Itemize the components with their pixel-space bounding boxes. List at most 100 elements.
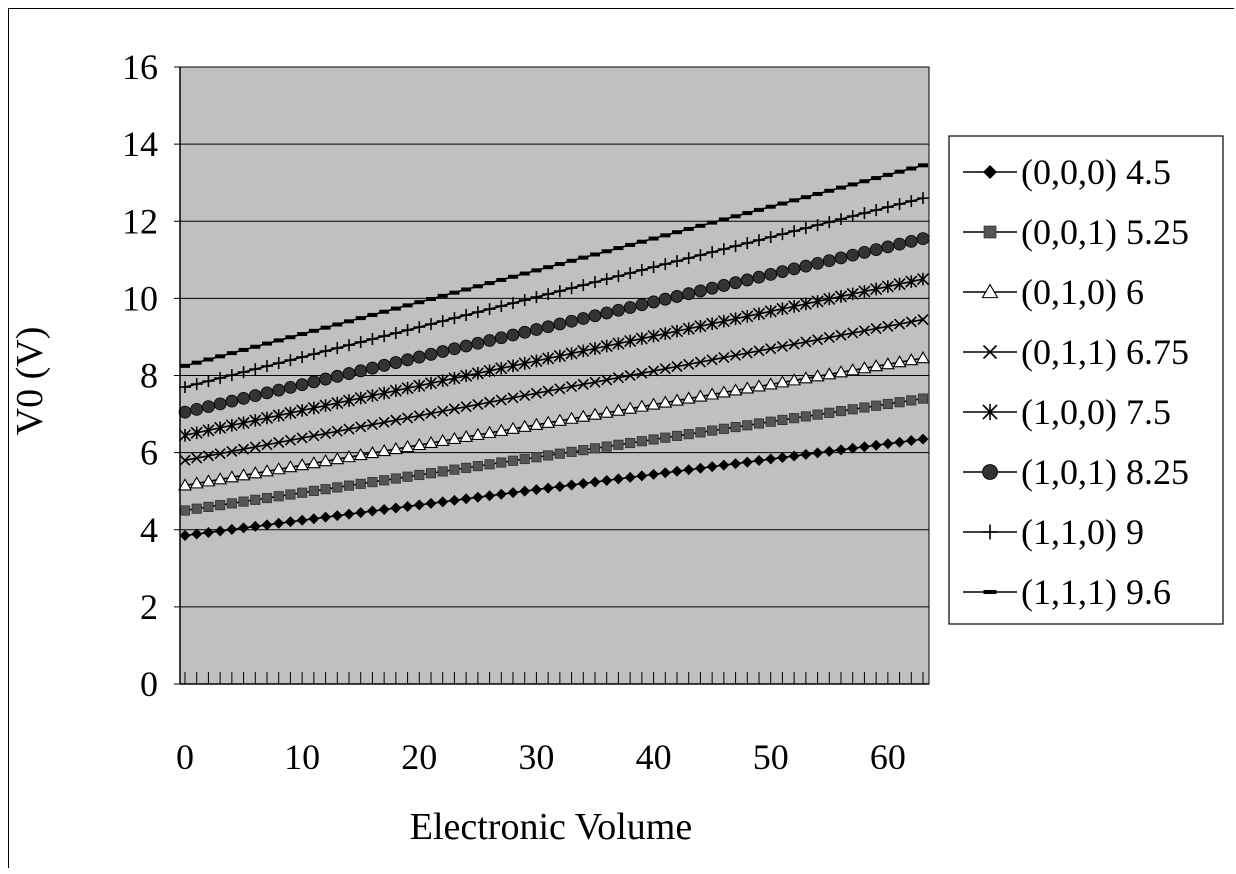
data-point xyxy=(353,447,368,461)
legend-label: (0,0,0) 4.5 xyxy=(1021,152,1171,192)
data-point xyxy=(472,398,484,411)
data-point xyxy=(272,383,286,397)
data-point xyxy=(566,446,577,457)
data-point xyxy=(249,363,262,376)
line-chart: 0 2 4 6 8 10 12 14 16 0 10 20 30 40 50 60 Electronic Vo… xyxy=(9,47,1224,848)
data-point xyxy=(331,396,344,410)
data-point xyxy=(753,418,765,429)
data-point xyxy=(706,354,718,366)
data-point xyxy=(695,427,706,438)
data-point xyxy=(190,402,204,416)
data-point xyxy=(612,270,625,283)
data-point xyxy=(717,279,731,292)
x-tick-label: 60 xyxy=(870,737,906,777)
data-point xyxy=(519,271,530,276)
data-point xyxy=(590,252,600,257)
data-point xyxy=(577,478,589,490)
data-point xyxy=(648,434,659,445)
data-point xyxy=(472,491,484,503)
data-point xyxy=(543,265,554,270)
data-point xyxy=(272,409,285,422)
data-point xyxy=(378,330,391,343)
data-point xyxy=(401,381,414,395)
data-point xyxy=(635,298,649,312)
data-point xyxy=(835,405,847,417)
data-point xyxy=(214,421,227,435)
data-point xyxy=(636,239,647,244)
legend-label: (1,0,0) 7.5 xyxy=(1021,392,1171,432)
data-point xyxy=(776,228,789,241)
data-point xyxy=(448,403,460,415)
data-point xyxy=(799,297,812,311)
data-point xyxy=(482,425,497,438)
data-point xyxy=(659,258,672,271)
data-point xyxy=(425,407,437,419)
data-point xyxy=(343,339,355,352)
data-point xyxy=(332,482,343,493)
data-point xyxy=(366,505,378,517)
data-point xyxy=(471,306,484,319)
data-point xyxy=(893,237,906,251)
data-point xyxy=(553,349,566,363)
data-point xyxy=(589,476,601,488)
data-point xyxy=(330,452,345,465)
data-point xyxy=(625,242,636,247)
data-point xyxy=(377,443,392,457)
legend-entry: (1,0,1) 8.25 xyxy=(963,452,1189,492)
data-point xyxy=(530,323,543,336)
x-tick-label: 40 xyxy=(636,737,672,777)
data-point xyxy=(906,395,917,406)
data-point xyxy=(297,487,308,498)
data-point xyxy=(343,480,355,491)
data-point xyxy=(226,445,238,457)
data-point xyxy=(846,248,860,262)
data-point xyxy=(249,520,261,532)
legend-marker xyxy=(983,590,997,594)
data-point xyxy=(283,460,298,473)
data-point xyxy=(459,429,474,442)
data-point xyxy=(682,287,696,301)
data-point xyxy=(552,413,567,426)
data-point xyxy=(916,351,930,364)
data-point xyxy=(823,445,835,457)
data-point xyxy=(543,450,554,461)
data-point xyxy=(717,314,730,328)
legend-label: (0,1,0) 6 xyxy=(1021,272,1144,312)
data-point xyxy=(740,381,755,394)
data-point xyxy=(402,500,414,512)
data-point xyxy=(250,494,261,505)
data-point xyxy=(331,342,344,355)
data-point xyxy=(659,327,672,340)
data-point xyxy=(612,303,625,317)
data-point xyxy=(600,339,613,353)
data-point xyxy=(870,439,882,451)
legend-entry: (0,1,1) 6.75 xyxy=(963,332,1189,372)
series-line xyxy=(184,197,924,388)
data-point xyxy=(589,443,601,454)
data-point xyxy=(179,530,191,542)
data-point xyxy=(365,445,380,459)
data-point xyxy=(671,465,683,477)
data-point xyxy=(565,282,578,295)
series-group xyxy=(178,163,930,542)
data-point xyxy=(578,255,589,260)
data-point xyxy=(707,220,718,225)
data-point xyxy=(812,447,824,459)
data-point xyxy=(763,377,778,390)
data-point xyxy=(904,234,918,248)
data-point xyxy=(320,427,332,440)
data-point xyxy=(250,344,261,349)
data-point xyxy=(660,233,671,238)
data-point xyxy=(437,466,448,477)
legend-label: (0,1,1) 6.75 xyxy=(1021,332,1189,372)
data-point xyxy=(764,304,777,318)
series-line xyxy=(184,438,924,537)
data-point xyxy=(741,347,753,359)
data-point xyxy=(366,361,379,375)
data-point xyxy=(189,476,204,489)
data-point xyxy=(354,364,368,378)
data-point xyxy=(342,450,356,463)
data-point xyxy=(835,213,847,226)
data-point xyxy=(495,394,507,406)
data-point xyxy=(319,399,332,412)
